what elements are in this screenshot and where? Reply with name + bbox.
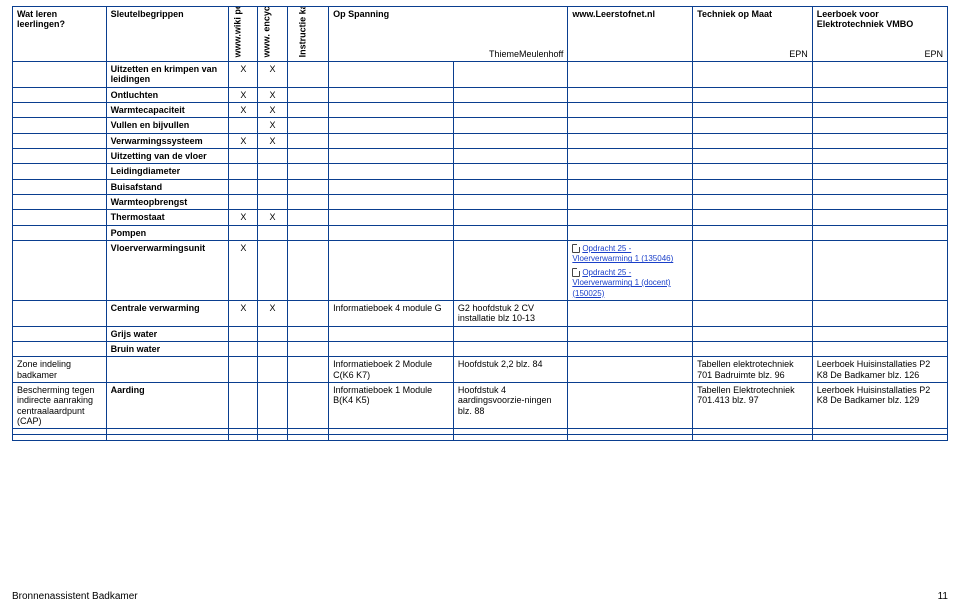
key-cell: Centrale verwarming [106,300,229,326]
key-cell: Warmtecapaciteit [106,103,229,118]
table-row: Pompen [13,225,948,240]
opdracht-link[interactable]: Opdracht 25 - Vloerverwarming 1 (docent)… [572,268,670,298]
key-cell: Grijs water [106,326,229,341]
table-row: Thermostaat X X [13,210,948,225]
mark-cell: X [258,300,287,326]
hdr-vmbo-title: Leerboek voor Elektrotechniek VMBO [817,9,943,30]
table-row: Buisafstand [13,179,948,194]
mark-cell: X [258,103,287,118]
vmbo-cell: Leerboek Huisinstallaties P2 K8 De Badka… [812,382,947,428]
table-body: Uitzetten en krimpen van leidingen X X O… [13,62,948,441]
table-row: Uitzetten en krimpen van leidingen X X [13,62,948,88]
curriculum-table: Wat leren leerlingen? Sleutelbegrippen w… [12,6,948,441]
footer-left: Bronnenassistent Badkamer [12,591,138,602]
hdr-instructie: Instructie kaarten [287,7,329,62]
hdr-wiki: www.wiki pedia.nl [229,7,258,62]
mark-cell: X [258,87,287,102]
hdr-leerstofnet: www.Leerstofnet.nl [568,7,693,62]
key-cell: Pompen [106,225,229,240]
key-cell: Vullen en bijvullen [106,118,229,133]
ops-cell: Informatieboek 4 module G [329,300,454,326]
hdr-vmbo-pub: EPN [924,49,943,59]
mark-cell: X [229,241,258,301]
key-cell: Warmteopbrengst [106,195,229,210]
row-bruin-water: Bruin water [13,341,948,356]
hdr-techniek-pub: EPN [789,49,808,59]
thm-cell: Hoofdstuk 2,2 blz. 84 [453,357,567,383]
mark-cell: X [258,118,287,133]
hdr-techniek: Techniek op Maat EPN [693,7,813,62]
page-footer: Bronnenassistent Badkamer 11 [12,591,948,602]
thm-cell: Hoofdstuk 4 aardingsvoorzie-ningen blz. … [453,382,567,428]
file-icon [572,244,580,253]
key-cell: Bruin water [106,341,229,356]
row-aarding: Bescherming tegen indirecte aanraking ce… [13,382,948,428]
mark-cell: X [229,103,258,118]
table-row: Verwarmingssysteem X X [13,133,948,148]
vmbo-cell: Leerboek Huisinstallaties P2 K8 De Badka… [812,357,947,383]
table-row: Vullen en bijvullen X [13,118,948,133]
key-cell: Buisafstand [106,179,229,194]
row-centrale-verwarming: Centrale verwarming X X Informatieboek 4… [13,300,948,326]
mark-cell: X [229,210,258,225]
thm-cell: G2 hoofdstuk 2 CV installatie blz 10-13 [453,300,567,326]
hdr-encyclo: www. encyclo.nl [258,7,287,62]
table-row: Warmteopbrengst [13,195,948,210]
key-cell: Verwarmingssysteem [106,133,229,148]
file-icon [572,268,580,277]
row-grijs-water: Grijs water [13,326,948,341]
hdr-opspanning-pub: ThiemeMeulenhoff [489,49,563,59]
hdr-opspanning: Op Spanning ThiemeMeulenhoff [329,7,568,62]
lead-cell: Zone indeling badkamer [13,357,107,383]
row-vloerverwarmingsunit: Vloerverwarmingsunit X Opdracht 25 - Vlo… [13,241,948,301]
key-cell: Ontluchten [106,87,229,102]
tech-cell: Tabellen elektrotechniek 701 Badruimte b… [693,357,813,383]
mark-cell: X [229,300,258,326]
mark-cell: X [258,133,287,148]
page: Wat leren leerlingen? Sleutelbegrippen w… [0,0,960,441]
mark-cell: X [229,62,258,88]
mark-cell: X [229,87,258,102]
header-row: Wat leren leerlingen? Sleutelbegrippen w… [13,7,948,62]
leerstofnet-links: Opdracht 25 - Vloerverwarming 1 (135046)… [568,241,693,301]
hdr-lead: Wat leren leerlingen? [13,7,107,62]
key-cell: Uitzetten en krimpen van leidingen [106,62,229,88]
mark-cell: X [258,62,287,88]
hdr-key: Sleutelbegrippen [106,7,229,62]
footer-page-number: 11 [938,591,948,602]
table-row: Warmtecapaciteit X X [13,103,948,118]
gap-row [13,435,948,441]
tech-cell: Tabellen Elektrotechniek 701.413 blz. 97 [693,382,813,428]
mark-cell: X [258,210,287,225]
hdr-opspanning-title: Op Spanning [333,9,563,19]
key-cell: Uitzetting van de vloer [106,149,229,164]
ops-cell: Informatieboek 2 Module C(K6 K7) [329,357,454,383]
key-cell: Aarding [106,382,229,428]
key-cell: Thermostaat [106,210,229,225]
mark-cell [229,149,258,164]
key-cell: Leidingdiameter [106,164,229,179]
table-row: Ontluchten X X [13,87,948,102]
mark-cell: X [229,133,258,148]
hdr-techniek-title: Techniek op Maat [697,9,808,19]
row-zone-indeling: Zone indeling badkamer Informatieboek 2 … [13,357,948,383]
ops-cell: Informatieboek 1 Module B(K4 K5) [329,382,454,428]
mark-cell [258,149,287,164]
mark-cell [229,118,258,133]
hdr-vmbo: Leerboek voor Elektrotechniek VMBO EPN [812,7,947,62]
table-row: Uitzetting van de vloer [13,149,948,164]
lead-cell: Bescherming tegen indirecte aanraking ce… [13,382,107,428]
opdracht-link[interactable]: Opdracht 25 - Vloerverwarming 1 (135046) [572,244,673,263]
key-cell: Vloerverwarmingsunit [106,241,229,301]
table-row: Leidingdiameter [13,164,948,179]
